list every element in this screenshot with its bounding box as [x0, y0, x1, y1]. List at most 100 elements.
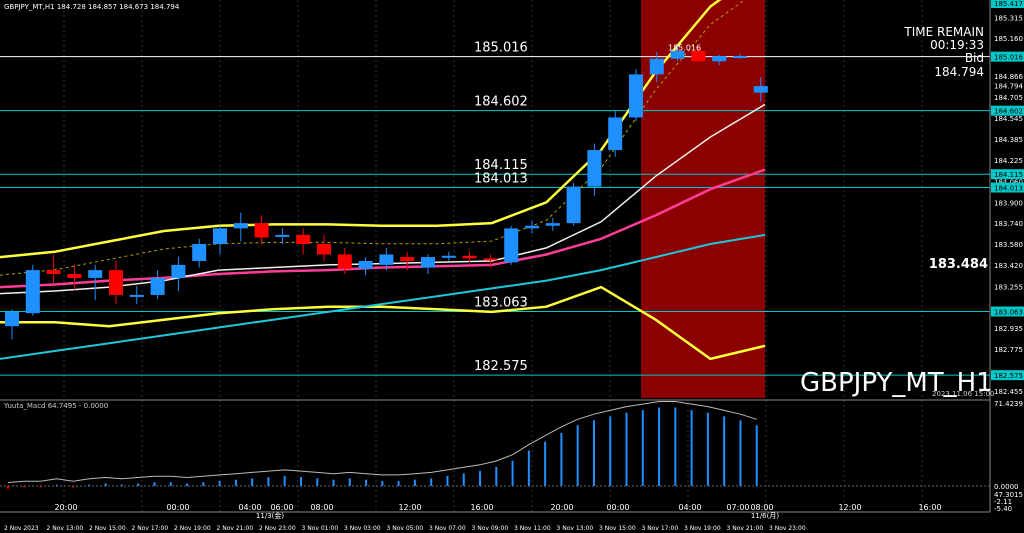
- price-axis-badge: [991, 370, 1024, 381]
- info-panel-text: 184.794: [934, 65, 984, 79]
- candle-body: [25, 270, 40, 314]
- date-label: 2 Nov 17:00: [132, 525, 169, 532]
- candle-body: [483, 258, 498, 261]
- right-badge: 183.484: [929, 257, 988, 272]
- info-panel-text: 00:19:33: [930, 38, 984, 52]
- time-label: 04:00: [678, 503, 701, 512]
- date-label: 2 Nov 2023: [4, 525, 39, 532]
- macd-tick: 71.4239: [994, 400, 1023, 408]
- price-tick: 184.013: [994, 185, 1023, 193]
- candle-body: [400, 257, 415, 261]
- candle-body: [109, 270, 123, 295]
- candle-body: [379, 254, 394, 265]
- candle-body: [213, 228, 227, 245]
- price-axis-badge: [991, 105, 1024, 116]
- level-label: 183.063: [474, 295, 528, 310]
- candle-body: [670, 50, 685, 59]
- price-tick: 184.545: [994, 115, 1023, 123]
- day-label: 11/6(月): [751, 512, 779, 520]
- info-panel-text: Bid: [965, 51, 984, 65]
- time-label: 08:00: [750, 503, 773, 512]
- candle-body: [275, 234, 290, 237]
- time-label: 16:00: [470, 503, 493, 512]
- candle-body: [317, 244, 331, 255]
- date-label: 3 Nov 09:00: [472, 525, 509, 532]
- time-label: 16:00: [918, 503, 941, 512]
- level-label: 185.016: [474, 41, 528, 56]
- price-tick: 185.016: [994, 54, 1023, 62]
- price-tick: 183.580: [994, 241, 1023, 249]
- price-tick: 184.115: [994, 171, 1023, 179]
- date-label: 2 Nov 23:00: [259, 525, 296, 532]
- high-marker-label: 185.016: [668, 44, 701, 53]
- date-label: 2 Nov 21:00: [217, 525, 254, 532]
- ma-line-cyan: [0, 233, 766, 360]
- symbol-watermark: GBPJPY_MT_H1: [800, 368, 993, 398]
- macd-tick: -2.11: [994, 498, 1012, 506]
- candle-body: [608, 117, 623, 151]
- candle-body: [753, 86, 768, 93]
- top-price-label: 185.417: [994, 0, 1023, 8]
- price-tick: 185.160: [994, 35, 1023, 43]
- date-label: 3 Nov 03:00: [344, 525, 381, 532]
- candle-body: [733, 56, 747, 59]
- date-label: 3 Nov 17:00: [642, 525, 679, 532]
- price-axis-badge: [991, 51, 1024, 62]
- price-tick: 183.900: [994, 199, 1023, 207]
- price-tick: 184.060: [994, 178, 1023, 186]
- candle-body: [462, 255, 477, 259]
- candle-body: [504, 228, 519, 263]
- time-axis: 20:00 00:00 04:00 06:00 08:00 12:00 16:00 20:00…: [0, 390, 994, 532]
- candle-body: [5, 311, 19, 327]
- time-label: 12:00: [838, 503, 861, 512]
- price-tick: 184.385: [994, 136, 1023, 144]
- candle-body: [150, 277, 165, 295]
- top-price-badge: [991, 0, 1024, 8]
- price-axis-bg: [990, 0, 1024, 533]
- candles: 185.016: [5, 44, 768, 340]
- price-tick: 182.575: [994, 372, 1023, 380]
- price-tick: 184.602: [994, 108, 1023, 116]
- price-axis-badge: [991, 169, 1024, 180]
- overlay-text: GBPJPY_MT,H1 184.728 184.857 184.673 184…: [4, 3, 993, 398]
- time-label: 12:00: [398, 503, 421, 512]
- price-tick: 183.255: [994, 283, 1023, 291]
- candle-body: [545, 223, 560, 226]
- time-label: 07:00: [726, 503, 749, 512]
- candle-body: [296, 234, 311, 245]
- date-label: 3 Nov 15:00: [599, 525, 636, 532]
- time-label: 00:00: [606, 503, 629, 512]
- date-label: 2 Nov 15:00: [89, 525, 126, 532]
- candle-body: [129, 294, 144, 297]
- date-label: 2 Nov 13:00: [47, 525, 84, 532]
- price-tick: 185.315: [994, 15, 1023, 23]
- symbol-info: GBPJPY_MT,H1 184.728 184.857 184.673 184…: [4, 3, 180, 11]
- candle-body: [337, 254, 352, 269]
- date-label: 3 Nov 01:00: [302, 525, 339, 532]
- price-tick: 183.063: [994, 308, 1023, 316]
- price-tick: 183.420: [994, 262, 1023, 270]
- price-axis-badge: [991, 306, 1024, 317]
- price-tick: 182.935: [994, 325, 1023, 333]
- candle-body: [88, 270, 103, 278]
- time-label: 04:00: [238, 503, 261, 512]
- price-tick: 182.775: [994, 346, 1023, 354]
- price-tick: 184.866: [994, 73, 1023, 81]
- level-label: 184.013: [474, 172, 528, 187]
- time-label: 20:00: [54, 503, 77, 512]
- candle-body: [629, 74, 643, 118]
- date-label: 2 Nov 19:00: [174, 525, 211, 532]
- time-label: 20:00: [550, 503, 573, 512]
- candle-body: [525, 225, 539, 229]
- candle-body: [691, 50, 706, 62]
- candle-body: [171, 264, 186, 278]
- level-label: 184.602: [474, 95, 528, 110]
- price-tick: 184.225: [994, 157, 1023, 165]
- candle-body: [233, 223, 248, 229]
- price-axis-badge: [991, 182, 1024, 193]
- candle-body: [67, 274, 82, 278]
- candle-body: [358, 260, 373, 269]
- ma-line-yellow_lower: [0, 285, 766, 361]
- candle-body: [254, 223, 269, 238]
